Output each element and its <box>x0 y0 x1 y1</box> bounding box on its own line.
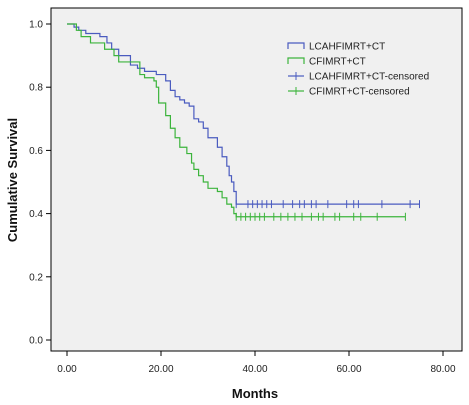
survival-curve-cfimrt-ct <box>67 23 406 218</box>
x-tick-label: 40.00 <box>242 364 267 375</box>
y-tick-label: 1.0 <box>29 20 43 31</box>
legend-label: CFIMRT+CT <box>309 57 366 68</box>
x-tick-label: 80.00 <box>430 364 455 375</box>
y-tick-label: 0.2 <box>29 272 43 283</box>
y-tick-label: 0.0 <box>29 336 43 347</box>
y-tick-label: 0.6 <box>29 146 43 157</box>
x-axis: 0.00 20.00 40.00 60.00 80.00 <box>57 351 456 375</box>
legend: LCAHFIMRT+CT CFIMRT+CT LCAHFIMRT+CT-censor… <box>287 42 429 98</box>
legend-label: CFIMRT+CT-censored <box>309 87 410 98</box>
y-axis-title: Cumulative Survival <box>5 118 20 242</box>
plot-lines <box>67 23 420 221</box>
x-tick-label: 0.00 <box>57 364 77 375</box>
plot-frame <box>50 7 463 352</box>
x-tick-label: 20.00 <box>148 364 173 375</box>
legend-label: LCAHFIMRT+CT-censored <box>309 72 429 83</box>
legend-swatch <box>287 57 305 64</box>
legend-swatch <box>287 42 305 49</box>
legend-label: LCAHFIMRT+CT <box>309 42 385 53</box>
survival-curve-lcahfimrt-ct <box>67 23 420 205</box>
y-tick-label: 0.8 <box>29 83 43 94</box>
y-axis: 0.0 0.2 0.4 0.6 0.8 1.0 <box>29 20 51 347</box>
x-axis-title: Months <box>232 386 278 401</box>
y-tick-label: 0.4 <box>29 209 43 220</box>
plot-background <box>51 8 462 351</box>
x-tick-label: 60.00 <box>336 364 361 375</box>
